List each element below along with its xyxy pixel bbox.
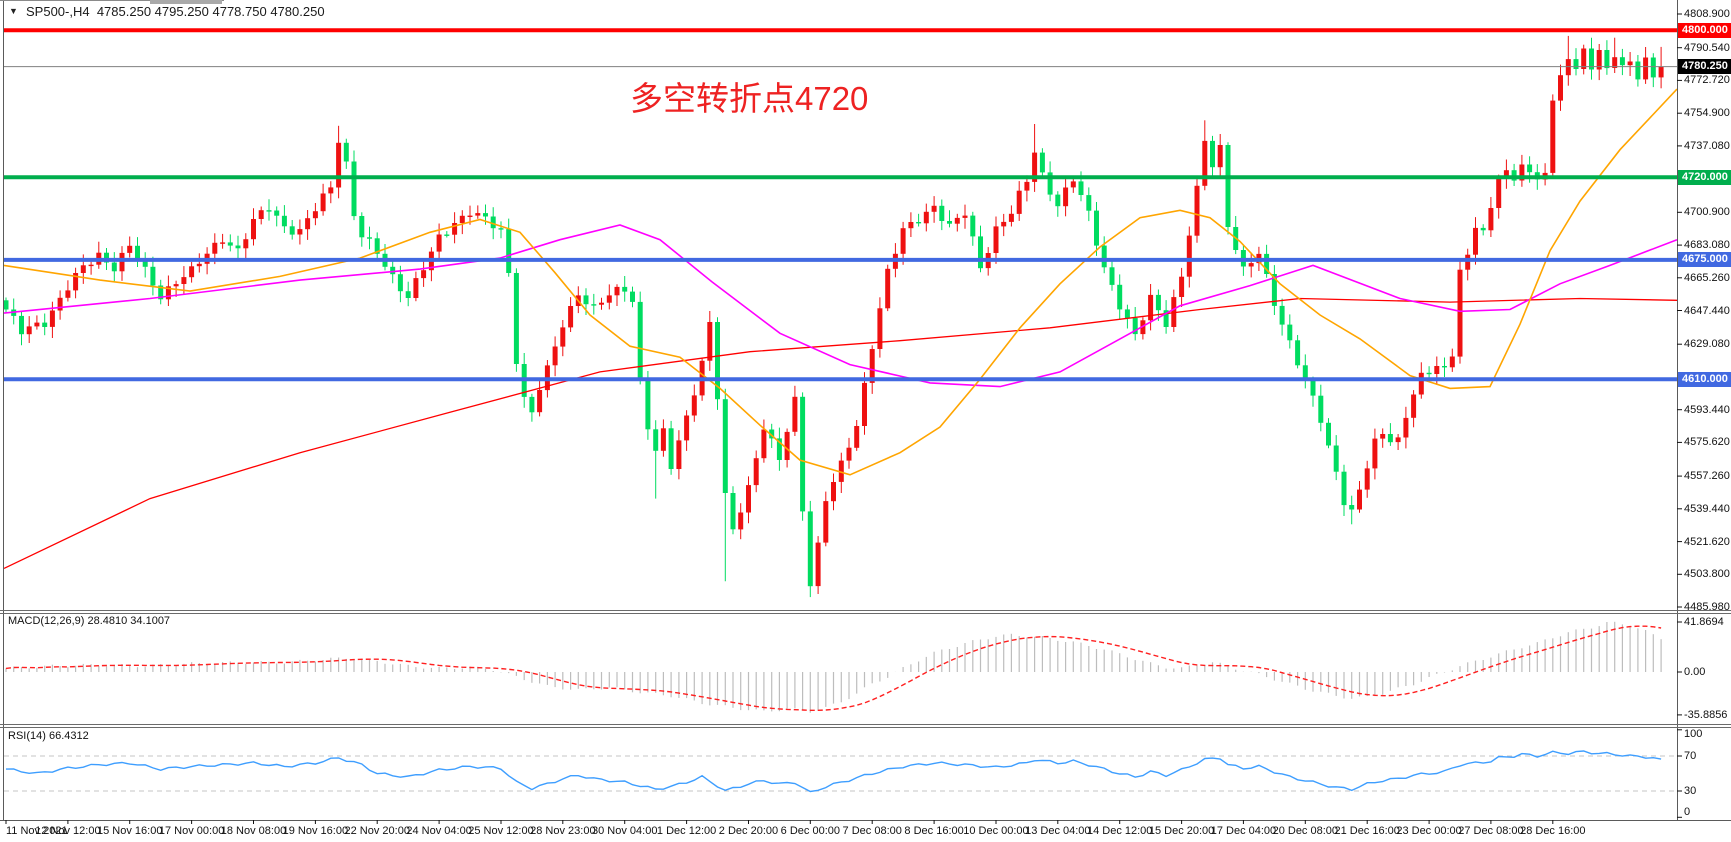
- time-axis-label: 15 Nov 16:00: [97, 825, 163, 837]
- price-tick-label: 4539.440: [1684, 502, 1730, 515]
- time-axis-label: 15 Dec 20:00: [1148, 825, 1215, 837]
- macd-indicator-label: MACD(12,26,9) 28.4810 34.1007: [8, 615, 171, 627]
- price-tick-label: 4485.980: [1684, 601, 1730, 613]
- rsi-axis-label: 30: [1684, 785, 1697, 797]
- macd-axis-label: 41.8694: [1684, 615, 1724, 628]
- chart-scrollbar-track: [0, 0, 224, 1]
- time-axis-label: 8 Dec 16:00: [904, 825, 964, 837]
- time-axis-label: 7 Dec 08:00: [842, 825, 902, 837]
- price-level-badge: 4675.000: [1678, 252, 1731, 268]
- price-level-badge: 4780.250: [1678, 59, 1731, 75]
- time-axis-label: 10 Dec 00:00: [963, 825, 1029, 837]
- rsi-axis-label: 100: [1684, 728, 1703, 740]
- time-axis-label: 1 Dec 12:00: [656, 825, 717, 837]
- price-tick-label: 4772.720: [1684, 74, 1730, 87]
- time-axis-label: 18 Nov 08:00: [220, 825, 287, 837]
- price-tick-label: 4647.440: [1684, 304, 1730, 317]
- rsi-axis-label: 0: [1684, 806, 1691, 818]
- price-level-badge: 4800.000: [1678, 22, 1731, 38]
- price-tick-label: 4593.440: [1684, 403, 1730, 416]
- time-axis-label: 12 Nov 12:00: [35, 825, 101, 837]
- time-axis-label: 23 Dec 00:00: [1396, 825, 1462, 837]
- time-axis-label: 21 Dec 16:00: [1334, 825, 1400, 837]
- macd-axis-label: -35.8856: [1684, 708, 1728, 721]
- price-level-badge: 4720.000: [1678, 169, 1731, 185]
- time-axis-label: 13 Dec 04:00: [1025, 825, 1091, 837]
- time-axis-label: 24 Nov 04:00: [406, 825, 472, 837]
- symbol-timeframe: SP500-,H4: [26, 4, 90, 19]
- macd-axis-label: 0.00: [1684, 666, 1706, 678]
- price-tick-label: 4683.080: [1684, 239, 1730, 252]
- chart-scrollbar-thumb[interactable]: [150, 0, 222, 4]
- time-axis-label: 28 Dec 16:00: [1520, 825, 1586, 837]
- time-axis-label: 22 Nov 20:00: [344, 825, 410, 837]
- price-tick-label: 4700.900: [1684, 206, 1730, 219]
- price-tick-label: 4503.800: [1684, 568, 1730, 581]
- time-axis-label: 25 Nov 12:00: [468, 825, 534, 837]
- time-axis-label: 17 Nov 00:00: [158, 825, 225, 837]
- price-tick-label: 4754.900: [1684, 107, 1730, 120]
- price-tick-label: 4737.080: [1684, 139, 1730, 152]
- price-tick-label: 4665.260: [1684, 271, 1730, 284]
- time-axis-label: 28 Nov 23:00: [530, 825, 596, 837]
- time-axis-label: 11 Nov 2021: [6, 825, 68, 837]
- time-axis-label: 2 Dec 20:00: [718, 825, 779, 837]
- ohlc-dropdown-icon[interactable]: ▼: [9, 6, 18, 16]
- ohlc-values: 4785.250 4795.250 4778.750 4780.250: [96, 4, 325, 19]
- price-tick-label: 4521.620: [1684, 535, 1730, 548]
- price-level-badge: 4610.000: [1678, 371, 1731, 387]
- rsi-axis-label: 70: [1684, 750, 1697, 762]
- price-tick-label: 4629.080: [1684, 338, 1730, 351]
- time-axis-label: 30 Nov 04:00: [592, 825, 658, 837]
- price-tick-label: 4790.540: [1684, 41, 1730, 54]
- time-axis-label: 6 Dec 00:00: [780, 825, 840, 837]
- time-axis-label: 17 Dec 04:00: [1210, 825, 1277, 837]
- price-tick-label: 4808.900: [1684, 8, 1730, 20]
- rsi-indicator-label: RSI(14) 66.4312: [8, 730, 89, 742]
- price-tick-label: 4557.260: [1684, 470, 1730, 483]
- price-tick-label: 4575.620: [1684, 436, 1730, 449]
- annotation-text: 多空转折点4720: [630, 80, 869, 117]
- chart-title: SP500-,H4 4785.250 4795.250 4778.750 478…: [26, 4, 325, 19]
- time-axis-label: 19 Nov 16:00: [282, 825, 349, 837]
- time-axis-label: 20 Dec 08:00: [1272, 825, 1339, 837]
- time-axis-label: 27 Dec 08:00: [1458, 825, 1524, 837]
- time-axis-label: 14 Dec 12:00: [1086, 825, 1153, 837]
